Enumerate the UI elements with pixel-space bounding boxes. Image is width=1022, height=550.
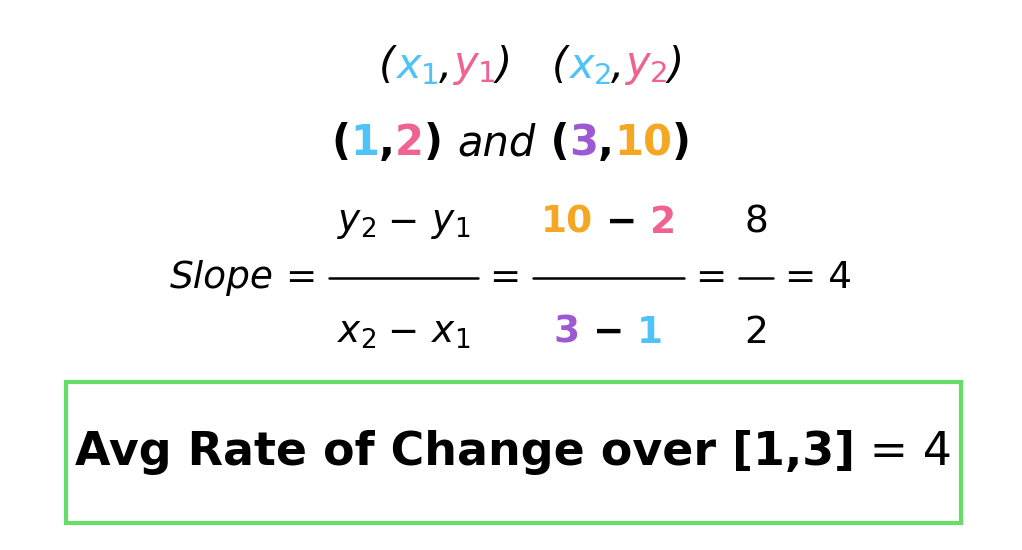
Text: = 4: = 4	[855, 430, 953, 475]
FancyBboxPatch shape	[66, 382, 961, 522]
Text: −: −	[593, 205, 650, 241]
Text: $x_2$: $x_2$	[568, 45, 611, 87]
Text: ): )	[496, 45, 512, 87]
Text: $x_1$: $x_1$	[396, 45, 438, 87]
Text: $y_1$: $y_1$	[452, 45, 496, 87]
Text: =: =	[684, 260, 739, 296]
Text: ,: ,	[438, 45, 452, 87]
Text: $y_2$: $y_2$	[624, 45, 667, 87]
Text: ,: ,	[598, 122, 614, 164]
Text: =: =	[478, 260, 533, 296]
Text: −: −	[376, 315, 431, 351]
Text: (: (	[331, 122, 351, 164]
Text: Slope: Slope	[170, 260, 274, 296]
Text: $y_2$: $y_2$	[336, 205, 376, 241]
Text: ): )	[424, 122, 457, 164]
Text: $y_1$: $y_1$	[431, 205, 470, 241]
Text: 10: 10	[541, 205, 593, 241]
Text: −: −	[376, 205, 431, 241]
Text: 8: 8	[744, 205, 769, 241]
Text: 2: 2	[394, 122, 424, 164]
Text: Avg Rate of Change over [1,3]: Avg Rate of Change over [1,3]	[75, 430, 855, 475]
Text: ): )	[671, 122, 691, 164]
Text: 1: 1	[638, 315, 663, 351]
Text: ,: ,	[379, 122, 394, 164]
Text: 3: 3	[569, 122, 598, 164]
Text: 2: 2	[650, 205, 677, 241]
Text: $x_2$: $x_2$	[336, 315, 376, 351]
Text: 2: 2	[744, 315, 769, 351]
Text: = 4: = 4	[774, 260, 852, 296]
Text: 10: 10	[614, 122, 671, 164]
Text: and: and	[457, 122, 536, 164]
Text: −: −	[579, 315, 638, 351]
Text: (: (	[552, 45, 568, 87]
Text: ,: ,	[611, 45, 624, 87]
Text: 3: 3	[554, 315, 579, 351]
Text: =: =	[274, 260, 329, 296]
Text: ): )	[667, 45, 684, 87]
Text: 1: 1	[351, 122, 379, 164]
Text: $x_1$: $x_1$	[431, 315, 470, 351]
Text: (: (	[379, 45, 396, 87]
Text: (: (	[536, 122, 569, 164]
